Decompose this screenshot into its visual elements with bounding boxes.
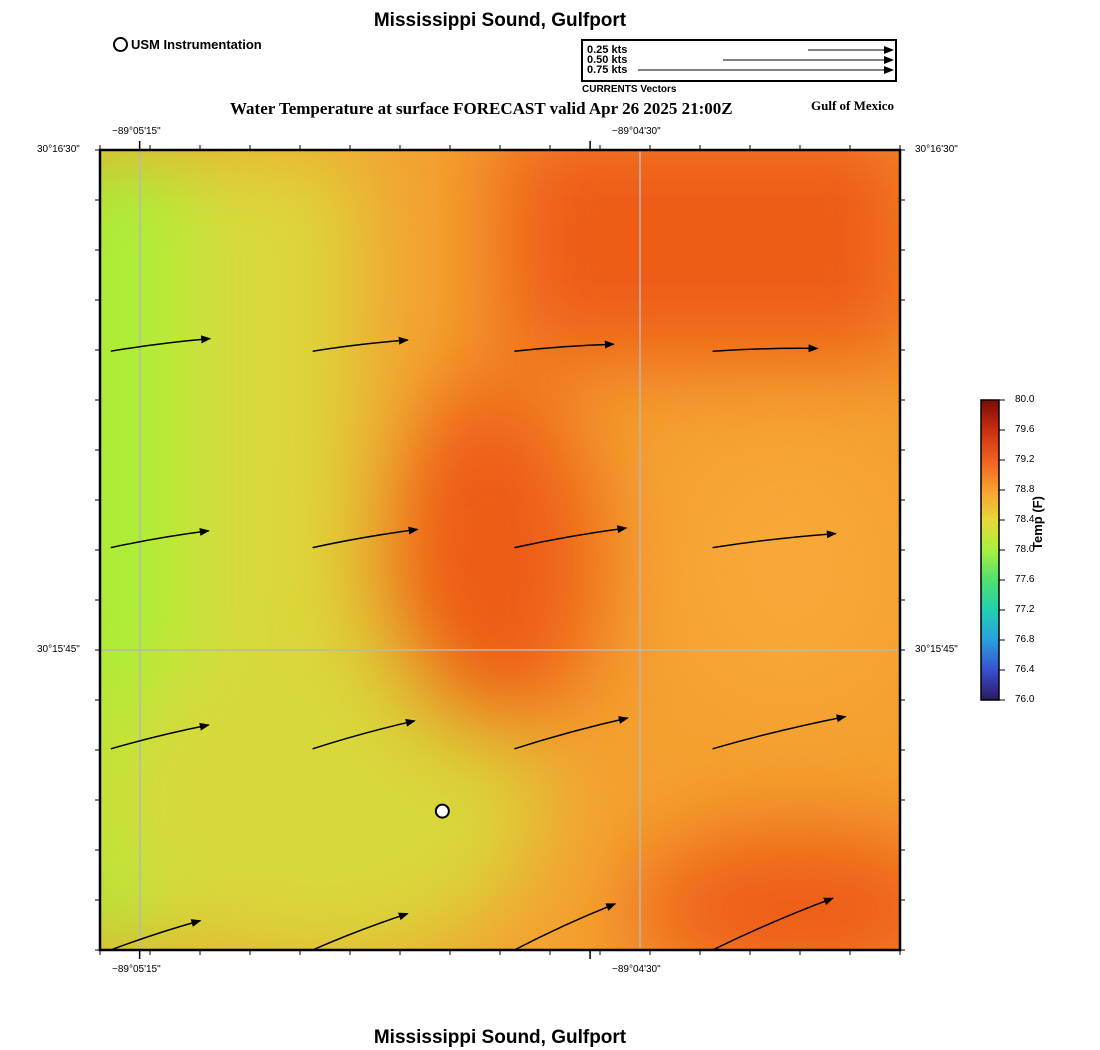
colorbar-tick-label: 76.8 [1015,634,1035,645]
temperature-field [100,150,900,950]
colorbar-tick-label: 80.0 [1015,394,1035,405]
current-arrow [110,527,210,549]
vector-scale-label-2: 0.50 kts [587,54,628,66]
lon-label-bottom-2: −89°04'30" [612,964,661,975]
colorbar-tick-label: 78.0 [1015,544,1035,555]
current-arrow [712,714,847,750]
colorbar-tick-label: 77.6 [1015,574,1035,585]
region-label: Gulf of Mexico [811,98,895,113]
colorbar-tick-label: 76.4 [1015,664,1035,675]
current-arrow [712,897,834,951]
instrument-marker-icon [113,37,128,52]
vector-scale-arrows [638,46,894,74]
current-arrow [312,336,409,352]
instrument-legend-label: USM Instrumentation [131,37,262,52]
current-arrow [110,335,212,352]
colorbar-tick-label: 76.0 [1015,694,1035,705]
map-footer-title: Mississippi Sound, Gulfport [373,1027,627,1048]
vector-scale-label-3: 0.75 kts [587,64,628,76]
current-arrow [712,344,819,353]
lon-label-bottom-1: −89°05'15" [112,964,161,975]
lat-label-left-2: 30°15'45" [37,644,80,655]
colorbar-ticks [999,399,1005,701]
current-arrow [312,912,409,951]
lat-label-left-1: 30°16'30" [37,144,80,155]
instrument-marker [434,803,450,819]
colorbar [980,399,1000,701]
current-arrow [514,340,615,352]
map-subtitle: Water Temperature at surface FORECAST va… [230,99,733,118]
colorbar-tick-label: 78.8 [1015,484,1035,495]
current-arrow [312,718,416,750]
lon-label-top-1: −89°05'15" [112,126,161,137]
current-vectors [110,335,847,951]
lat-label-right-1: 30°16'30" [915,144,958,155]
lon-label-top-2: −89°04'30" [612,126,661,137]
instrument-legend: USM Instrumentation [113,37,262,52]
map-title: Mississippi Sound, Gulfport [373,10,627,31]
current-arrow [110,722,210,750]
lat-label-right-2: 30°15'45" [915,644,958,655]
vector-scale-label-1: 0.25 kts [587,44,628,56]
map-frame [98,148,902,952]
current-arrow [514,716,629,750]
current-arrow [514,903,617,951]
current-arrow [514,525,628,549]
current-arrow [312,526,419,549]
colorbar-tick-label: 79.2 [1015,454,1035,465]
graticule [100,150,900,950]
colorbar-tick-label: 77.2 [1015,604,1035,615]
colorbar-tick-label: 79.6 [1015,424,1035,435]
current-arrow [712,530,837,549]
vector-legend-caption: CURRENTS Vectors [582,84,677,95]
current-arrow [110,919,202,951]
colorbar-tick-label: 78.4 [1015,514,1035,525]
